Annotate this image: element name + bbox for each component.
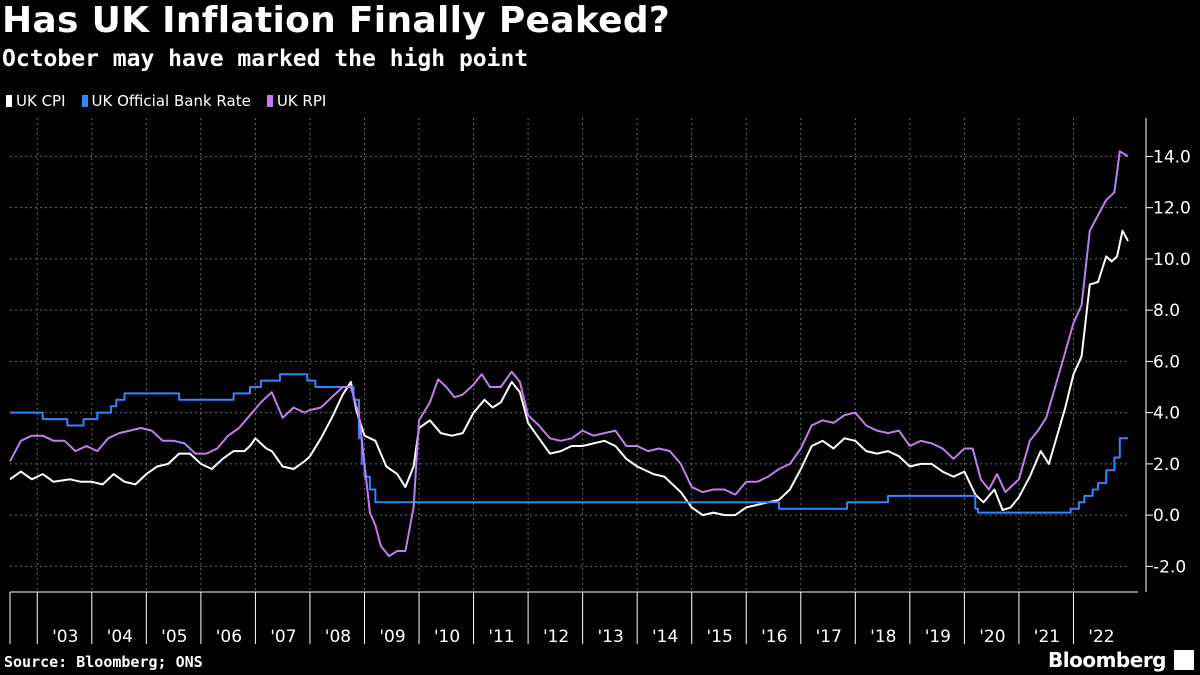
legend-swatch-rpi	[266, 95, 273, 107]
y-tick-label-4: 6.0	[1153, 352, 1180, 372]
brand-logo-text: Bloomberg	[1048, 648, 1166, 672]
series-line-2	[9, 150, 1129, 558]
x-tick-label-9: '12	[543, 627, 569, 647]
y-tick-label-8: 14.0	[1153, 147, 1191, 167]
chart-title: Has UK Inflation Finally Peaked?	[2, 0, 671, 41]
legend-swatch-cpi	[6, 95, 12, 107]
x-tick-label-8: '11	[488, 627, 514, 647]
x-tick-label-10: '13	[597, 627, 623, 647]
x-tick-label-0: '03	[52, 627, 78, 647]
x-tick-label-18: '21	[1034, 627, 1060, 647]
x-tick-label-3: '06	[216, 627, 242, 647]
x-tick-label-4: '07	[270, 627, 296, 647]
series-line-0	[9, 229, 1129, 517]
x-tick-label-7: '10	[434, 627, 460, 647]
legend-item-rpi: UK RPI	[266, 92, 327, 110]
x-tick-label-16: '19	[925, 627, 951, 647]
series-line-1	[10, 373, 1128, 514]
bloomberg-terminal-icon	[1174, 650, 1194, 670]
y-tick-label-0: -2.0	[1153, 557, 1186, 577]
x-tick-label-6: '09	[379, 627, 405, 647]
legend-label-cpi: UK CPI	[16, 92, 66, 110]
chart-subtitle: October may have marked the high point	[2, 46, 529, 72]
x-tick-label-19: '22	[1088, 627, 1114, 647]
legend-item-cpi: UK CPI	[6, 92, 66, 110]
x-tick-label-17: '20	[979, 627, 1005, 647]
legend-item-bank-rate: UK Official Bank Rate	[81, 92, 251, 110]
x-tick-label-12: '15	[707, 627, 733, 647]
source-note: Source: Bloomberg; ONS	[4, 653, 203, 671]
y-tick-label-6: 10.0	[1153, 250, 1191, 270]
x-tick-label-11: '14	[652, 627, 678, 647]
legend-label-rpi: UK RPI	[276, 92, 327, 110]
legend-swatch-bank-rate	[81, 95, 88, 107]
x-tick-label-5: '08	[325, 627, 351, 647]
x-tick-label-1: '04	[107, 627, 133, 647]
y-tick-label-2: 2.0	[1153, 455, 1180, 475]
x-tick-label-14: '17	[816, 627, 842, 647]
x-tick-label-13: '16	[761, 627, 787, 647]
y-tick-label-7: 12.0	[1153, 199, 1191, 219]
legend-label-bank-rate: UK Official Bank Rate	[91, 92, 251, 110]
y-tick-label-3: 4.0	[1153, 404, 1180, 424]
chart-legend: UK CPI UK Official Bank Rate UK RPI	[6, 92, 326, 110]
y-tick-label-5: 8.0	[1153, 301, 1180, 321]
x-tick-label-2: '05	[161, 627, 187, 647]
x-tick-label-15: '18	[870, 627, 896, 647]
y-tick-label-1: 0.0	[1153, 506, 1180, 526]
